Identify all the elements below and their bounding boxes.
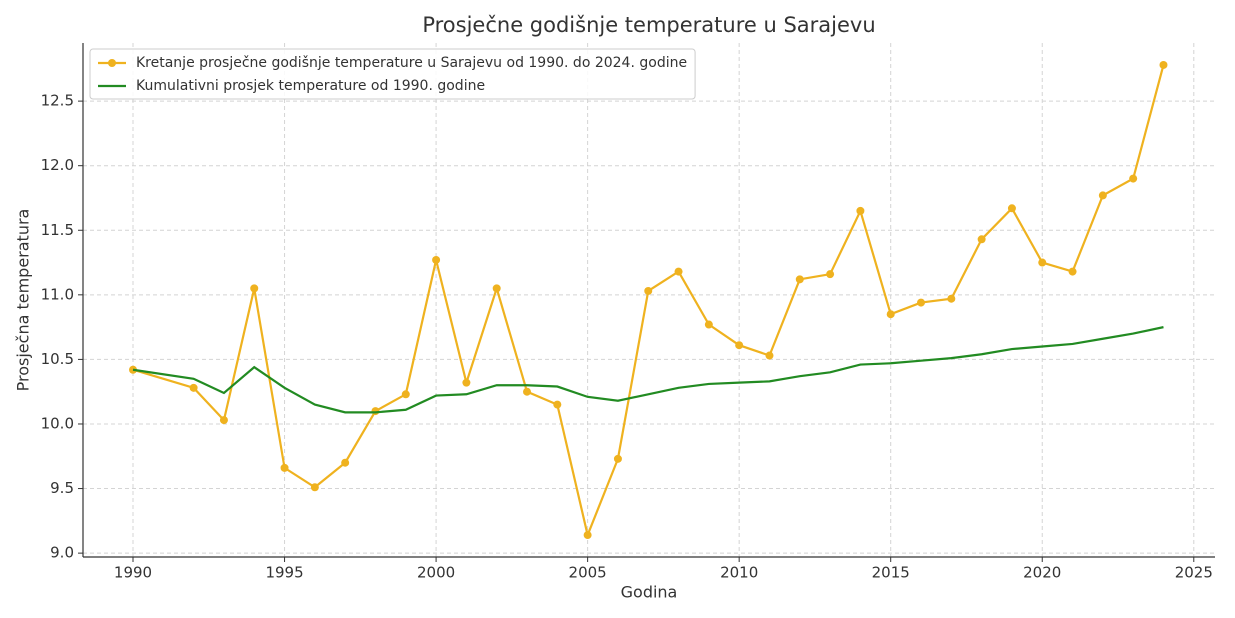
data-point xyxy=(735,341,744,350)
data-point xyxy=(856,206,865,215)
data-point xyxy=(1159,60,1168,69)
x-tick-label: 2015 xyxy=(872,564,910,582)
y-tick-label: 11.5 xyxy=(41,221,74,239)
y-tick-label: 12.5 xyxy=(41,92,74,110)
x-tick-label: 2010 xyxy=(720,564,758,582)
data-point xyxy=(189,383,198,392)
x-tick-label: 1995 xyxy=(265,564,303,582)
series-line xyxy=(132,326,1164,414)
data-point xyxy=(947,294,956,303)
data-point xyxy=(1129,174,1138,183)
x-tick-label: 1990 xyxy=(114,564,152,582)
y-tick-label: 11.0 xyxy=(41,285,74,303)
data-point xyxy=(280,463,289,472)
x-tick-label: 2000 xyxy=(417,564,455,582)
data-point xyxy=(583,531,592,540)
data-point xyxy=(795,275,804,284)
data-point xyxy=(886,310,895,319)
x-tick-label: 2025 xyxy=(1175,564,1213,582)
data-point xyxy=(401,390,410,399)
data-point xyxy=(826,270,835,279)
data-point xyxy=(492,284,501,293)
data-point xyxy=(765,351,774,360)
data-point xyxy=(977,235,986,244)
y-tick-label: 10.5 xyxy=(41,350,74,368)
y-tick-label: 9.5 xyxy=(50,479,74,497)
legend-box xyxy=(89,48,696,100)
legend-label: Kretanje prosječne godišnje temperature … xyxy=(136,55,687,71)
series-line xyxy=(132,64,1165,539)
y-tick-label: 9.0 xyxy=(50,544,74,562)
data-point xyxy=(462,378,471,387)
x-axis-label: Godina xyxy=(621,583,678,602)
y-tick-label: 12.0 xyxy=(41,156,74,174)
data-point xyxy=(1038,258,1047,267)
legend-label: Kumulativni prosjek temperature od 1990.… xyxy=(136,78,485,94)
data-point xyxy=(553,400,562,409)
data-point xyxy=(523,387,532,396)
y-axis-label: Prosječna temperatura xyxy=(14,209,33,392)
legend-marker xyxy=(108,59,116,67)
data-point xyxy=(704,320,713,329)
chart-title: Prosječne godišnje temperature u Sarajev… xyxy=(422,13,875,37)
data-point xyxy=(644,286,653,295)
data-point xyxy=(1068,267,1077,276)
data-point xyxy=(613,454,622,463)
data-point xyxy=(250,284,259,293)
data-point xyxy=(341,458,350,467)
data-point xyxy=(219,416,228,425)
data-point xyxy=(432,255,441,264)
x-tick-label: 2005 xyxy=(569,564,607,582)
data-point xyxy=(310,483,319,492)
data-point xyxy=(674,267,683,276)
data-point xyxy=(917,298,926,307)
data-point xyxy=(1098,191,1107,200)
x-tick-label: 2020 xyxy=(1023,564,1061,582)
data-point xyxy=(1007,204,1016,213)
y-tick-label: 10.0 xyxy=(41,414,74,432)
